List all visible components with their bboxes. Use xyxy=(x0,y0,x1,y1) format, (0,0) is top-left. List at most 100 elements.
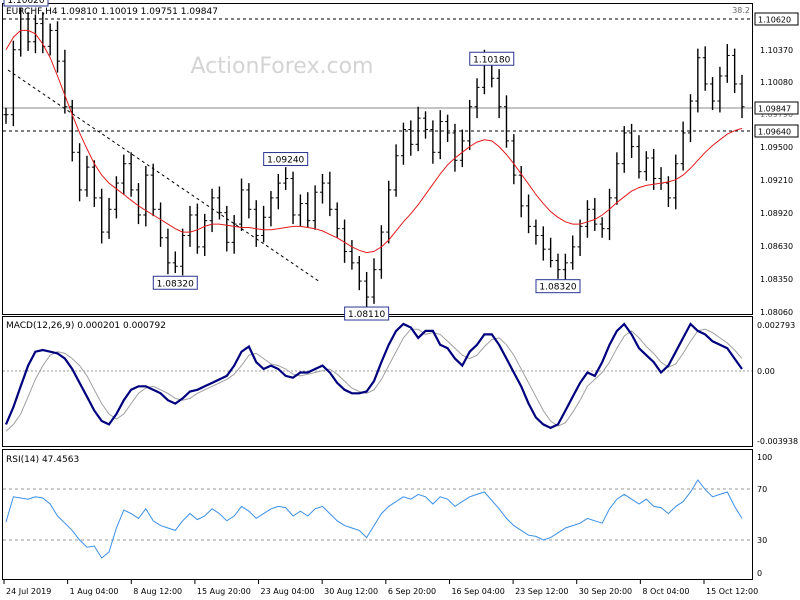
macd-signal-line xyxy=(5,328,743,432)
price-bar xyxy=(643,151,649,181)
rsi-tick: 0 xyxy=(757,569,762,578)
price-bar xyxy=(658,167,664,190)
macd-panel-title: MACD(12,26,9) 0.000201 0.000792 xyxy=(6,321,166,331)
price-bar xyxy=(261,205,267,243)
price-bar xyxy=(503,95,509,148)
price-bar xyxy=(128,152,134,197)
macd-tick: 0.002793 xyxy=(757,321,795,330)
price-bars xyxy=(3,7,745,309)
price-annotations: 1.10620 1.08320 1.09240 1.08110 1.10180 1.083… xyxy=(3,0,581,321)
current-price-label: 1.09847 xyxy=(758,105,791,114)
price-bar xyxy=(636,135,642,179)
annotation-label: 1.08320 xyxy=(535,279,581,294)
annotation-label: 1.08320 xyxy=(152,275,198,290)
price-bar xyxy=(283,167,289,190)
time-tick-label: 24 Jul 2019 xyxy=(6,587,51,596)
price-tick: 1.10370 xyxy=(760,46,793,55)
price-bar xyxy=(99,188,105,244)
price-bar xyxy=(305,192,311,228)
price-bar xyxy=(135,183,141,225)
price-bar xyxy=(356,256,362,291)
time-tick-label: 15 Oct 12:00 xyxy=(706,587,758,596)
price-bar xyxy=(77,143,83,202)
rsi-panel-frame xyxy=(2,449,753,580)
time-tick-label: 23 Aug 04:00 xyxy=(261,587,315,596)
price-bar xyxy=(724,44,730,83)
price-bar xyxy=(408,120,414,156)
annotation-text: 1.10180 xyxy=(473,55,510,65)
price-bar xyxy=(342,219,348,263)
price-bar xyxy=(592,197,598,231)
price-bar xyxy=(121,154,127,195)
price-bar xyxy=(577,219,583,257)
price-bar xyxy=(62,49,68,114)
price-bar xyxy=(452,123,458,172)
price-bar xyxy=(423,111,429,139)
rsi-panel-title: RSI(14) 47.4563 xyxy=(6,455,79,465)
rsi-tick: 70 xyxy=(757,485,767,494)
time-axis: 24 Jul 2019 1 Aug 04:00 8 Aug 12:00 15 Aug … xyxy=(3,580,758,596)
price-bar xyxy=(194,203,200,254)
price-bar xyxy=(69,99,75,162)
price-bar xyxy=(371,258,377,304)
time-tick-label: 8 Aug 12:00 xyxy=(133,587,182,596)
annotation-label: 1.10180 xyxy=(469,51,515,66)
price-bar xyxy=(687,94,693,143)
price-bar xyxy=(584,200,590,238)
annotation-text: 1.09240 xyxy=(267,156,304,166)
price-bar xyxy=(216,186,222,220)
price-tick: 1.08920 xyxy=(760,209,793,218)
level-label-support: 1.09640 xyxy=(758,128,791,137)
time-tick-label: 16 Sep 04:00 xyxy=(451,587,504,596)
price-bar xyxy=(386,180,392,244)
price-tick: 1.08630 xyxy=(760,242,793,251)
time-tick-label: 8 Oct 04:00 xyxy=(642,587,689,596)
price-bar xyxy=(165,228,171,275)
rsi-line xyxy=(5,479,743,559)
price-bar xyxy=(25,12,31,51)
price-bar xyxy=(400,122,406,165)
price-bar xyxy=(732,48,738,94)
price-bar xyxy=(437,110,443,160)
price-panel-frame xyxy=(2,3,753,315)
price-bar xyxy=(511,134,517,185)
price-tick: 1.09210 xyxy=(760,176,793,185)
price-bar xyxy=(474,78,480,119)
price-bar xyxy=(459,129,465,168)
price-bar xyxy=(275,173,281,210)
price-bar xyxy=(297,194,303,227)
price-bar xyxy=(172,251,178,274)
annotation-label: 1.08110 xyxy=(344,306,390,321)
price-bar xyxy=(106,197,112,239)
watermark: ActionForex.com xyxy=(191,54,374,79)
price-bar xyxy=(378,225,384,279)
price-bar xyxy=(150,163,156,217)
price-bar xyxy=(47,23,53,56)
annotation-text: 1.08110 xyxy=(348,310,385,320)
macd-tick: 0.00 xyxy=(757,367,775,376)
time-tick-label: 6 Sep 20:00 xyxy=(388,587,436,596)
price-bar xyxy=(180,228,186,276)
price-bar xyxy=(533,219,539,245)
price-bar xyxy=(158,202,164,247)
price-bar xyxy=(710,77,716,111)
price-bar xyxy=(555,253,561,279)
price-bar xyxy=(702,46,708,91)
price-bar xyxy=(364,271,370,309)
price-bar xyxy=(246,183,252,219)
price-panel-title: EURCHF,H4 1.09810 1.10019 1.09751 1.0984… xyxy=(6,7,218,17)
macd-axis: 0.002793 0.00 -0.003938 xyxy=(757,321,798,446)
price-bar xyxy=(224,205,230,252)
time-tick-label: 23 Sep 12:00 xyxy=(515,587,568,596)
price-bar xyxy=(548,237,554,268)
time-tick-label: 30 Aug 12:00 xyxy=(324,587,378,596)
price-bar xyxy=(599,217,605,238)
rsi-tick: 30 xyxy=(757,536,767,545)
price-bar xyxy=(739,74,745,119)
price-bar xyxy=(3,107,9,124)
moving-average-line xyxy=(5,29,743,254)
rsi-axis: 100 70 30 0 xyxy=(757,453,772,578)
price-tick: 1.10080 xyxy=(760,78,793,87)
price-bar xyxy=(651,148,657,190)
